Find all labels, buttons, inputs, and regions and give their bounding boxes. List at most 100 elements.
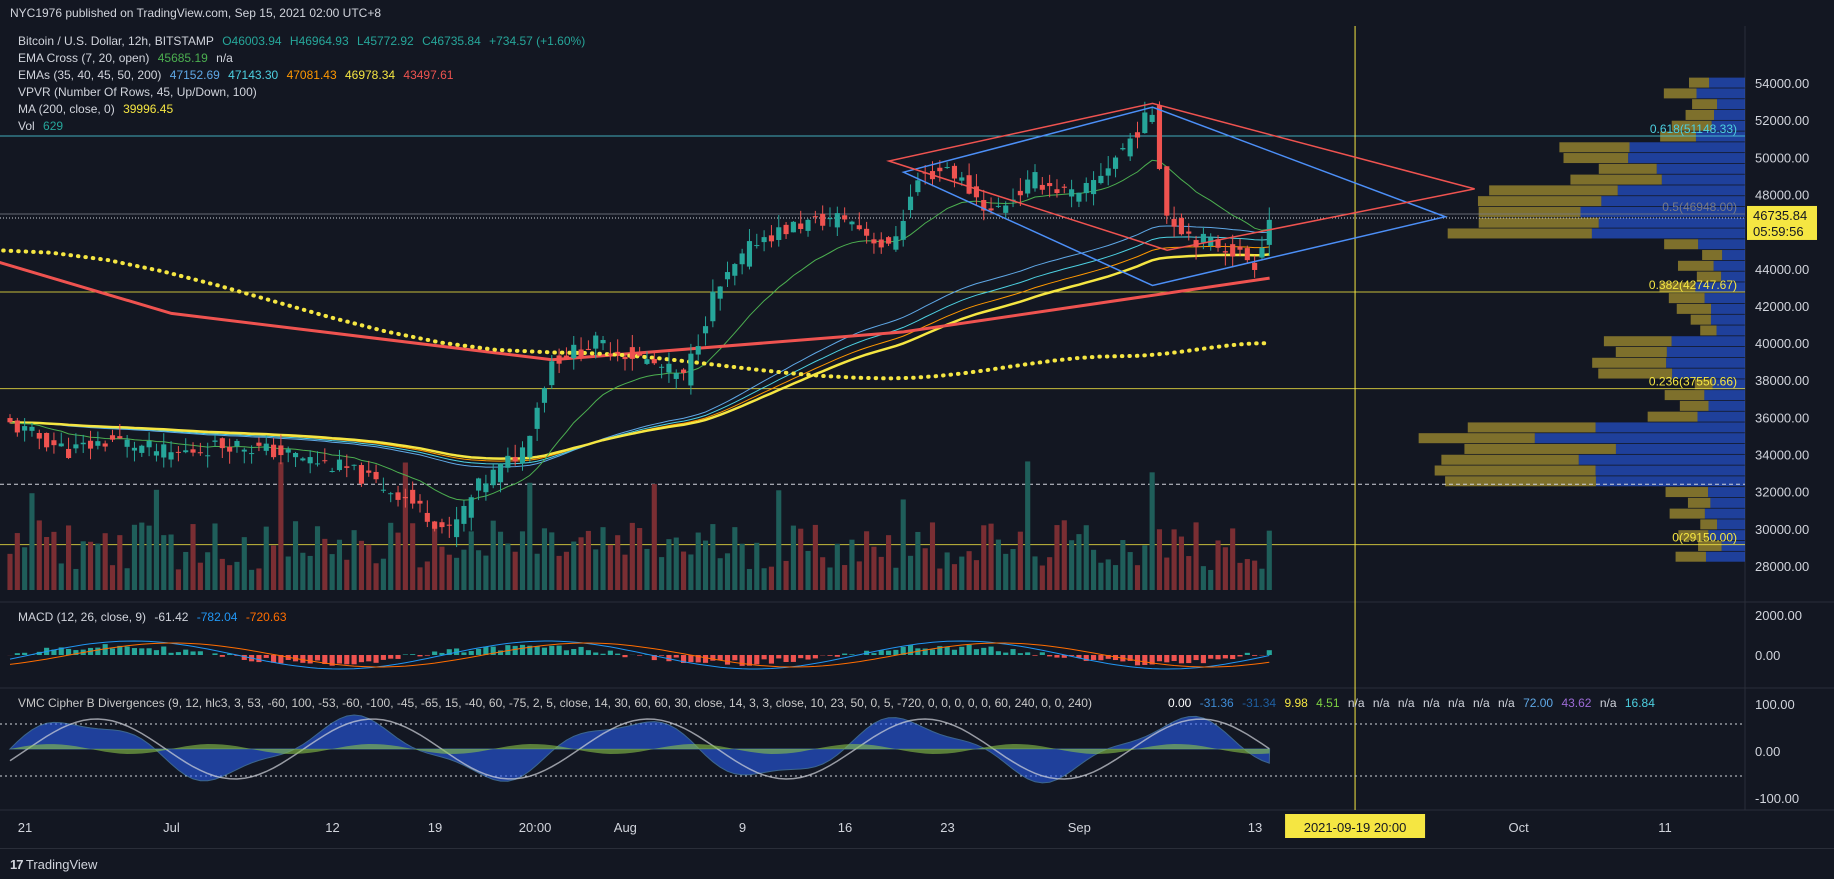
candle-body bbox=[1245, 248, 1250, 260]
diamond-pattern-blue bbox=[904, 107, 1446, 285]
volume-bar bbox=[710, 524, 715, 590]
macd-bar bbox=[161, 646, 166, 655]
price-tick-6: 42000.00 bbox=[1755, 299, 1809, 314]
candle-body bbox=[959, 177, 964, 180]
candle-body bbox=[1003, 206, 1008, 213]
macd-bar bbox=[176, 652, 181, 655]
vpvr-row-up bbox=[1596, 476, 1745, 486]
vol-value: 629 bbox=[43, 119, 63, 133]
emas-label: EMAs (35, 40, 45, 50, 200) bbox=[18, 68, 161, 82]
vmc-v10: n/a bbox=[1473, 696, 1490, 710]
macd-bar bbox=[513, 646, 518, 655]
candle-body bbox=[15, 420, 20, 432]
vpvr-row-down bbox=[1700, 519, 1717, 529]
macd-tick-0: 2000.00 bbox=[1755, 608, 1802, 623]
ohlc-high: H46964.93 bbox=[290, 34, 349, 48]
symbol-label: Bitcoin / U.S. Dollar, 12h, BITSTAMP bbox=[18, 34, 214, 48]
volume-bar bbox=[813, 525, 818, 590]
candle-body bbox=[190, 449, 195, 452]
volume-bar bbox=[330, 554, 335, 590]
vpvr-row-up bbox=[1717, 519, 1745, 529]
volume-bar bbox=[242, 537, 247, 590]
candle-body bbox=[1142, 112, 1147, 133]
volume-bar bbox=[293, 521, 298, 590]
macd-bar bbox=[732, 655, 737, 660]
volume-bar bbox=[110, 565, 115, 590]
macd-bar bbox=[776, 655, 781, 658]
volume-bar bbox=[154, 490, 159, 590]
volume-bar bbox=[1164, 558, 1169, 590]
volume-bar bbox=[498, 532, 503, 590]
vpvr-row-down bbox=[1676, 552, 1706, 562]
candle-body bbox=[1069, 189, 1074, 196]
candle-body bbox=[88, 441, 93, 449]
candle-body bbox=[915, 180, 920, 192]
volume-bar bbox=[44, 537, 49, 590]
volume-bar bbox=[945, 552, 950, 590]
ohlc-open: O46003.94 bbox=[222, 34, 281, 48]
vpvr-row-down bbox=[1686, 110, 1714, 120]
volume-bar bbox=[864, 531, 869, 590]
macd-bar bbox=[374, 655, 379, 663]
candle-body bbox=[278, 445, 283, 455]
volume-bar bbox=[1032, 556, 1037, 590]
candle-body bbox=[220, 438, 225, 448]
volume-bar bbox=[461, 550, 466, 590]
candle-body bbox=[681, 370, 686, 373]
macd-bar bbox=[608, 651, 613, 655]
candle-body bbox=[652, 359, 657, 363]
volume-bar bbox=[483, 556, 488, 590]
candle-body bbox=[1237, 247, 1242, 250]
macd-bar bbox=[813, 655, 818, 658]
volume-bar bbox=[395, 533, 400, 590]
macd-bar bbox=[564, 650, 569, 655]
macd-bar bbox=[1215, 655, 1220, 659]
volume-bar bbox=[22, 547, 27, 590]
chart-canvas[interactable]: 0.618(51148.33)0.5(46948.00)0.382(42747.… bbox=[0, 26, 1834, 848]
candle-body bbox=[286, 449, 291, 452]
vpvr-row-down bbox=[1464, 444, 1616, 454]
candle-body bbox=[901, 221, 906, 240]
volume-bar bbox=[322, 539, 327, 590]
macd-bar bbox=[1208, 655, 1213, 659]
candle-body bbox=[381, 490, 386, 491]
candle-body bbox=[227, 447, 232, 452]
vpvr-row-down bbox=[1479, 218, 1599, 228]
candle-body bbox=[212, 441, 217, 442]
candle-body bbox=[469, 497, 474, 518]
candle-body bbox=[1084, 183, 1089, 193]
candle-body bbox=[271, 445, 276, 457]
volume-bar bbox=[388, 523, 393, 590]
candle-body bbox=[352, 465, 357, 466]
macd-bar bbox=[542, 648, 547, 655]
candle-body bbox=[1135, 132, 1140, 137]
macd-bar bbox=[586, 650, 591, 655]
candle-body bbox=[608, 353, 613, 355]
vmc-v13: 43.62 bbox=[1561, 696, 1591, 710]
volume-bar bbox=[754, 543, 759, 590]
macd-bar bbox=[784, 655, 789, 662]
candle-body bbox=[1106, 168, 1111, 175]
vpvr-row-up bbox=[1711, 304, 1745, 314]
volume-bar bbox=[286, 556, 291, 590]
candle-body bbox=[1259, 248, 1264, 258]
candle-body bbox=[176, 452, 181, 453]
tradingview-logo[interactable]: 17 TradingView bbox=[10, 857, 97, 872]
candle-body bbox=[696, 346, 701, 355]
volume-bar bbox=[871, 547, 876, 590]
macd-bar bbox=[688, 655, 693, 662]
macd-bar bbox=[256, 655, 261, 662]
vpvr-row-up bbox=[1711, 315, 1745, 325]
ema-cross-v1: 45685.19 bbox=[158, 51, 208, 65]
volume-bar bbox=[15, 533, 20, 590]
volume-bar bbox=[923, 548, 928, 590]
legend-vpvr: VPVR (Number Of Rows, 45, Up/Down, 100) bbox=[18, 85, 262, 99]
candle-body bbox=[1150, 115, 1155, 122]
time-tick-4: 20:00 bbox=[519, 820, 552, 835]
footer-bar: 17 TradingView bbox=[0, 848, 1834, 879]
published-text: NYC1976 published on TradingView.com, Se… bbox=[10, 6, 381, 20]
volume-bar bbox=[901, 499, 906, 590]
vpvr-row-up bbox=[1705, 509, 1745, 519]
macd-bar bbox=[959, 647, 964, 655]
candle-body bbox=[29, 427, 34, 431]
